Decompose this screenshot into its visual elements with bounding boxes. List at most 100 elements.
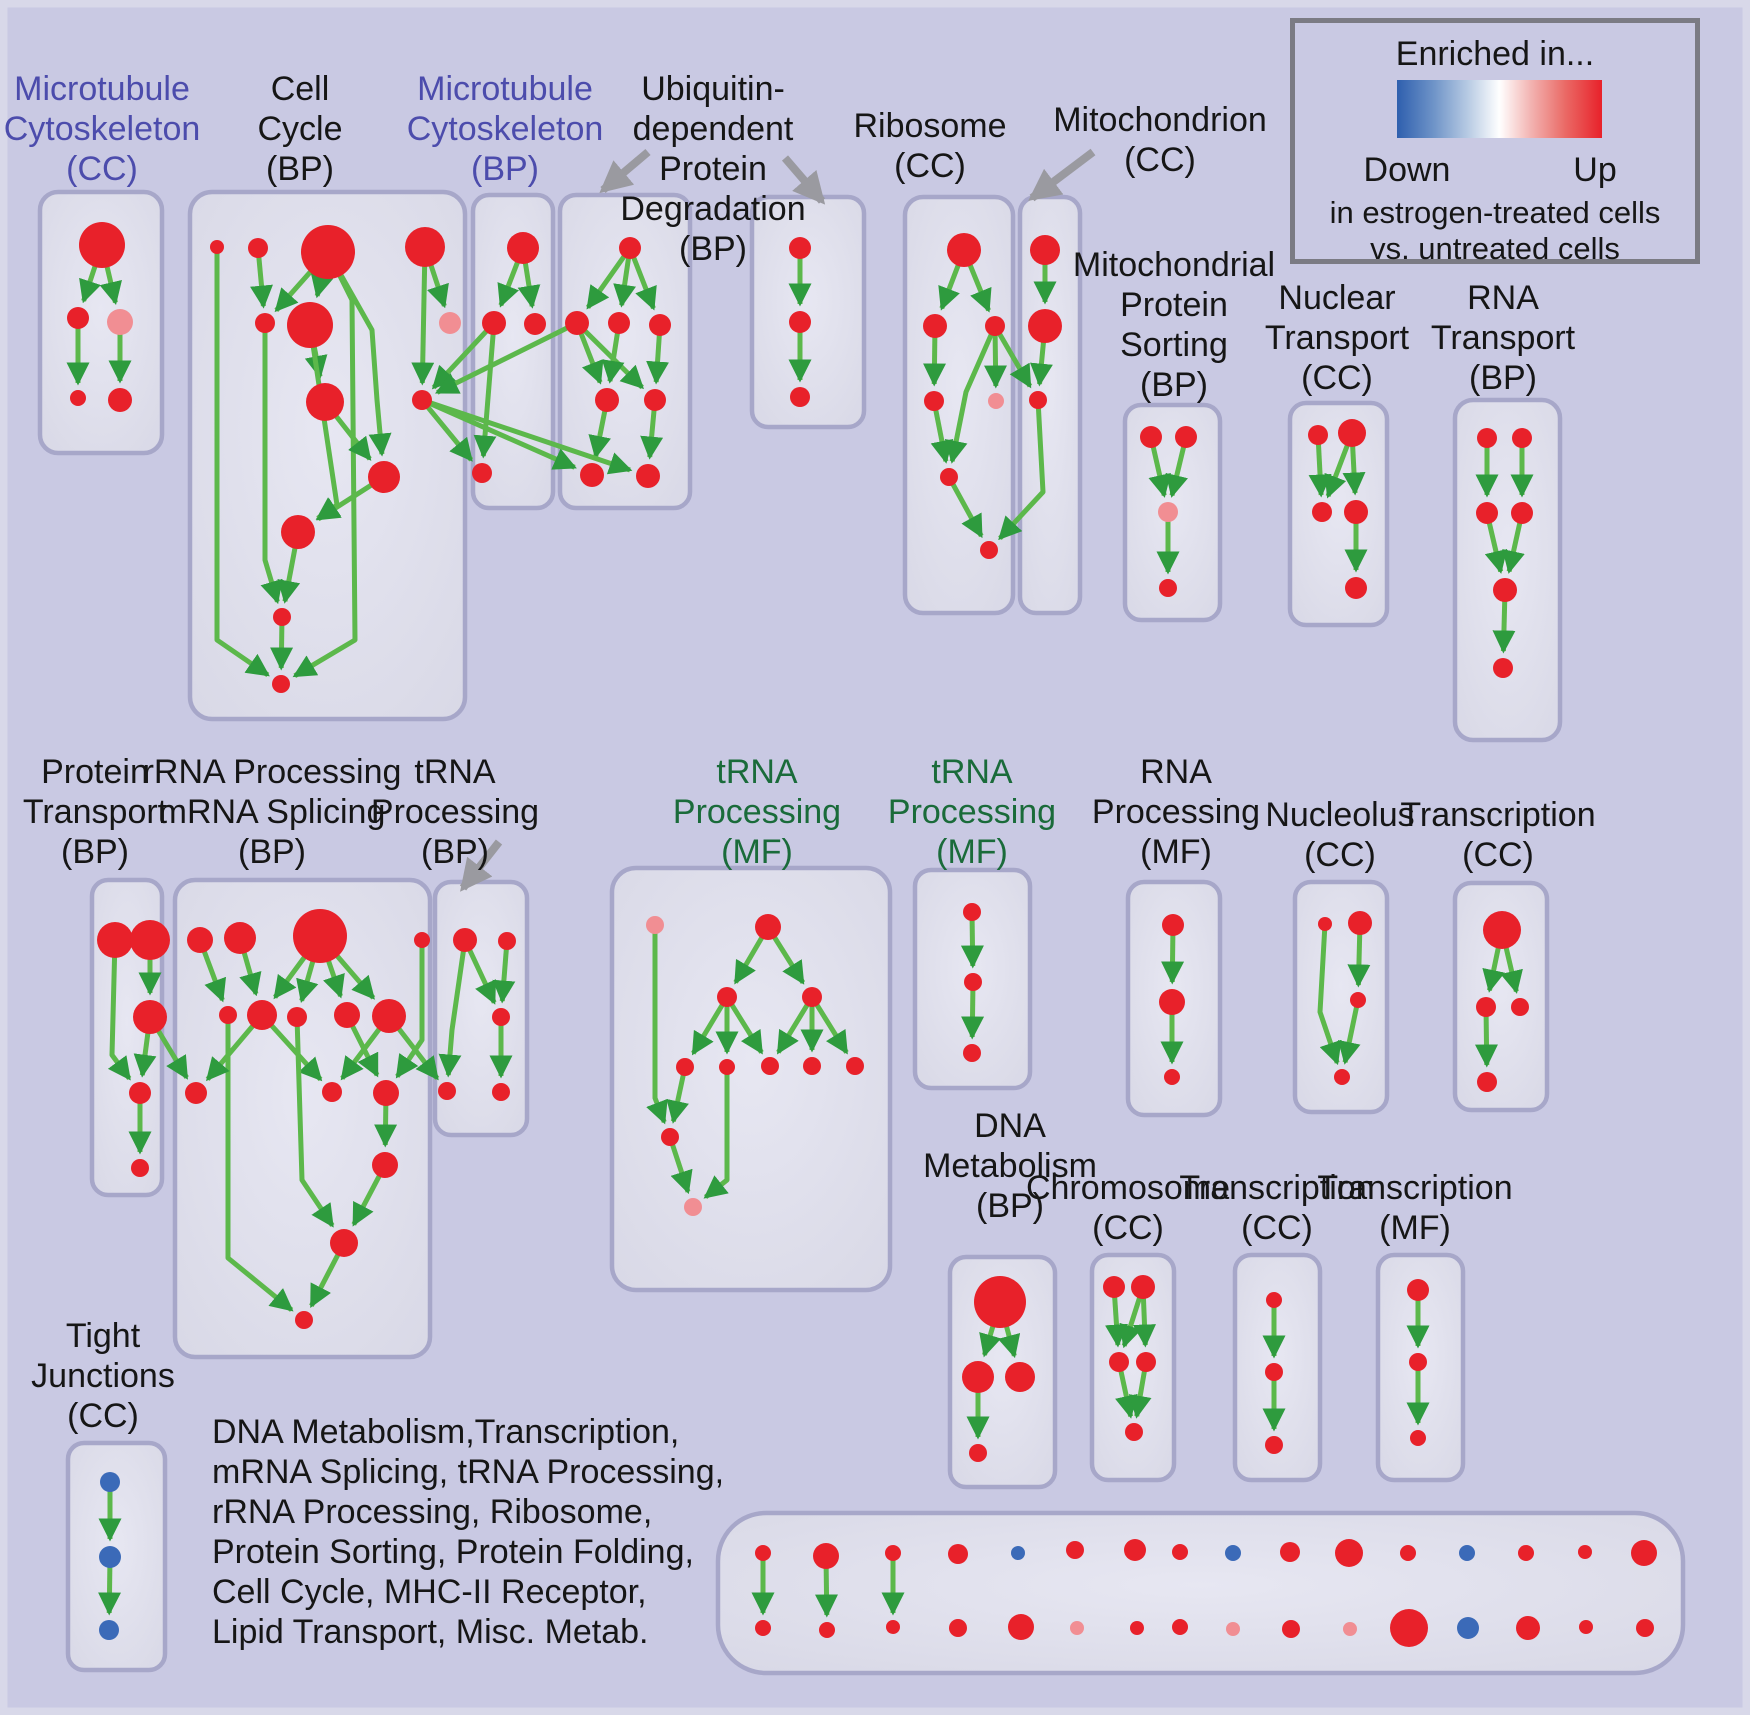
- cluster-label: Tight Junctions (CC): [31, 1316, 175, 1436]
- edge-arrow: [724, 995, 764, 1055]
- cluster-label-line: (CC): [1462, 836, 1534, 874]
- edge-arrow: [998, 399, 1046, 541]
- go-term-node: [964, 973, 982, 991]
- go-term-node: [1338, 419, 1366, 447]
- go-term-node: [924, 391, 944, 411]
- go-term-node: [524, 313, 546, 335]
- go-term-node: [565, 311, 589, 335]
- go-term-node: [886, 1620, 900, 1634]
- go-term-node: [133, 1000, 167, 1034]
- go-term-node: [498, 932, 516, 950]
- edge-arrow: [214, 247, 270, 677]
- cluster-label-line: Microtubule: [14, 70, 190, 108]
- go-term-node: [789, 237, 811, 259]
- go-term-node: [272, 675, 290, 693]
- cluster-label: Chromosome (CC): [1026, 1168, 1230, 1248]
- cluster-label-line: (MF): [936, 833, 1008, 871]
- cluster-label-line: Nucleolus: [1265, 796, 1415, 834]
- go-term-node: [1266, 1292, 1282, 1308]
- label-pointer-arrow: [1028, 148, 1096, 202]
- go-term-node: [247, 1000, 277, 1030]
- cluster-label: Mitochondrion (CC): [1053, 100, 1267, 180]
- cluster-label-line: Transport: [1430, 319, 1576, 357]
- go-term-node: [1109, 1352, 1129, 1372]
- go-term-node: [255, 313, 275, 333]
- legend-up-label: Up: [1573, 151, 1617, 189]
- go-term-node: [608, 312, 630, 334]
- go-term-node: [1457, 1617, 1479, 1639]
- cluster-label-line: Transcription: [1400, 796, 1596, 834]
- go-term-node: [1407, 1279, 1429, 1301]
- label-pointer-arrow: [459, 839, 503, 892]
- go-term-node: [1459, 1545, 1475, 1561]
- edge-arrow: [411, 246, 435, 386]
- go-term-node: [1477, 1072, 1497, 1092]
- go-term-node: [1511, 502, 1533, 524]
- edge-arrow: [492, 940, 516, 1004]
- edge-arrow: [809, 995, 849, 1055]
- cluster-label-line: mRNA Splicing: [158, 793, 386, 831]
- edge-arrow: [575, 321, 644, 390]
- go-term-node: [1343, 1622, 1357, 1636]
- go-term-node: [1578, 1545, 1592, 1559]
- go-term-node: [580, 463, 604, 487]
- go-term-node: [1350, 992, 1366, 1008]
- cluster-label: Nucleolus (CC): [1265, 795, 1414, 875]
- go-term-node: [368, 461, 400, 493]
- go-term-node: [185, 1082, 207, 1104]
- go-term-node: [108, 388, 132, 412]
- go-term-node: [755, 1620, 771, 1636]
- go-term-node: [1477, 428, 1497, 448]
- go-term-node: [1493, 658, 1513, 678]
- go-term-node: [940, 468, 958, 486]
- legend-gradient-bar: [1397, 80, 1602, 138]
- cluster-label-line: Processing: [672, 793, 842, 831]
- cluster-label: Transcription (MF): [1317, 1168, 1512, 1248]
- cluster-label-line: Cytoskeleton: [406, 110, 604, 148]
- go-term-node: [273, 608, 291, 626]
- note-line: DNA Metabolism,Transcription,: [212, 1413, 680, 1451]
- go-term-node: [70, 390, 86, 406]
- go-term-node: [372, 1152, 398, 1178]
- cluster-box: [1089, 1252, 1177, 1483]
- go-term-node: [67, 307, 89, 329]
- go-term-node: [1265, 1436, 1283, 1454]
- cluster-label-line: (CC): [1301, 359, 1373, 397]
- edge-arrow: [421, 397, 633, 475]
- cluster-label-line: Mitochondrion: [1053, 101, 1267, 139]
- go-term-node: [676, 1058, 694, 1076]
- go-term-node: [131, 1159, 149, 1177]
- go-term-node: [985, 316, 1005, 336]
- go-term-node: [789, 311, 811, 333]
- go-term-node: [813, 1543, 839, 1569]
- cluster-label: Ribosome (CC): [853, 106, 1006, 186]
- go-term-node: [1512, 428, 1532, 448]
- cluster-label-line: (MF): [721, 833, 793, 871]
- go-term-node: [846, 1057, 864, 1075]
- cluster-label-line: Tight: [65, 1317, 141, 1355]
- label-pointer-arrow: [781, 155, 826, 205]
- cluster-label-line: DNA: [974, 1107, 1046, 1145]
- cluster-label-line: Chromosome: [1025, 1169, 1231, 1207]
- go-term-node: [1172, 1619, 1188, 1635]
- go-term-node: [224, 922, 256, 954]
- cluster-label-line: (BP): [238, 833, 306, 871]
- go-term-node: [790, 387, 810, 407]
- go-term-node: [1103, 1276, 1125, 1298]
- cluster-label-line: (CC): [1304, 836, 1376, 874]
- legend-subtitle-2: vs. untreated cells: [1370, 231, 1620, 266]
- legend-down-label: Down: [1363, 151, 1451, 189]
- go-term-node: [969, 1444, 987, 1462]
- cluster-label-line: Cell: [270, 70, 330, 108]
- cluster-label-line: (CC): [1241, 1209, 1313, 1247]
- go-term-node: [97, 922, 133, 958]
- cluster-label-line: Cycle: [257, 110, 343, 148]
- cluster-label-line: (BP): [1468, 359, 1537, 397]
- go-term-node: [1579, 1620, 1593, 1634]
- go-term-node: [980, 541, 998, 559]
- edge-arrow: [930, 400, 954, 464]
- go-term-node: [130, 920, 170, 960]
- go-term-node: [1158, 502, 1178, 522]
